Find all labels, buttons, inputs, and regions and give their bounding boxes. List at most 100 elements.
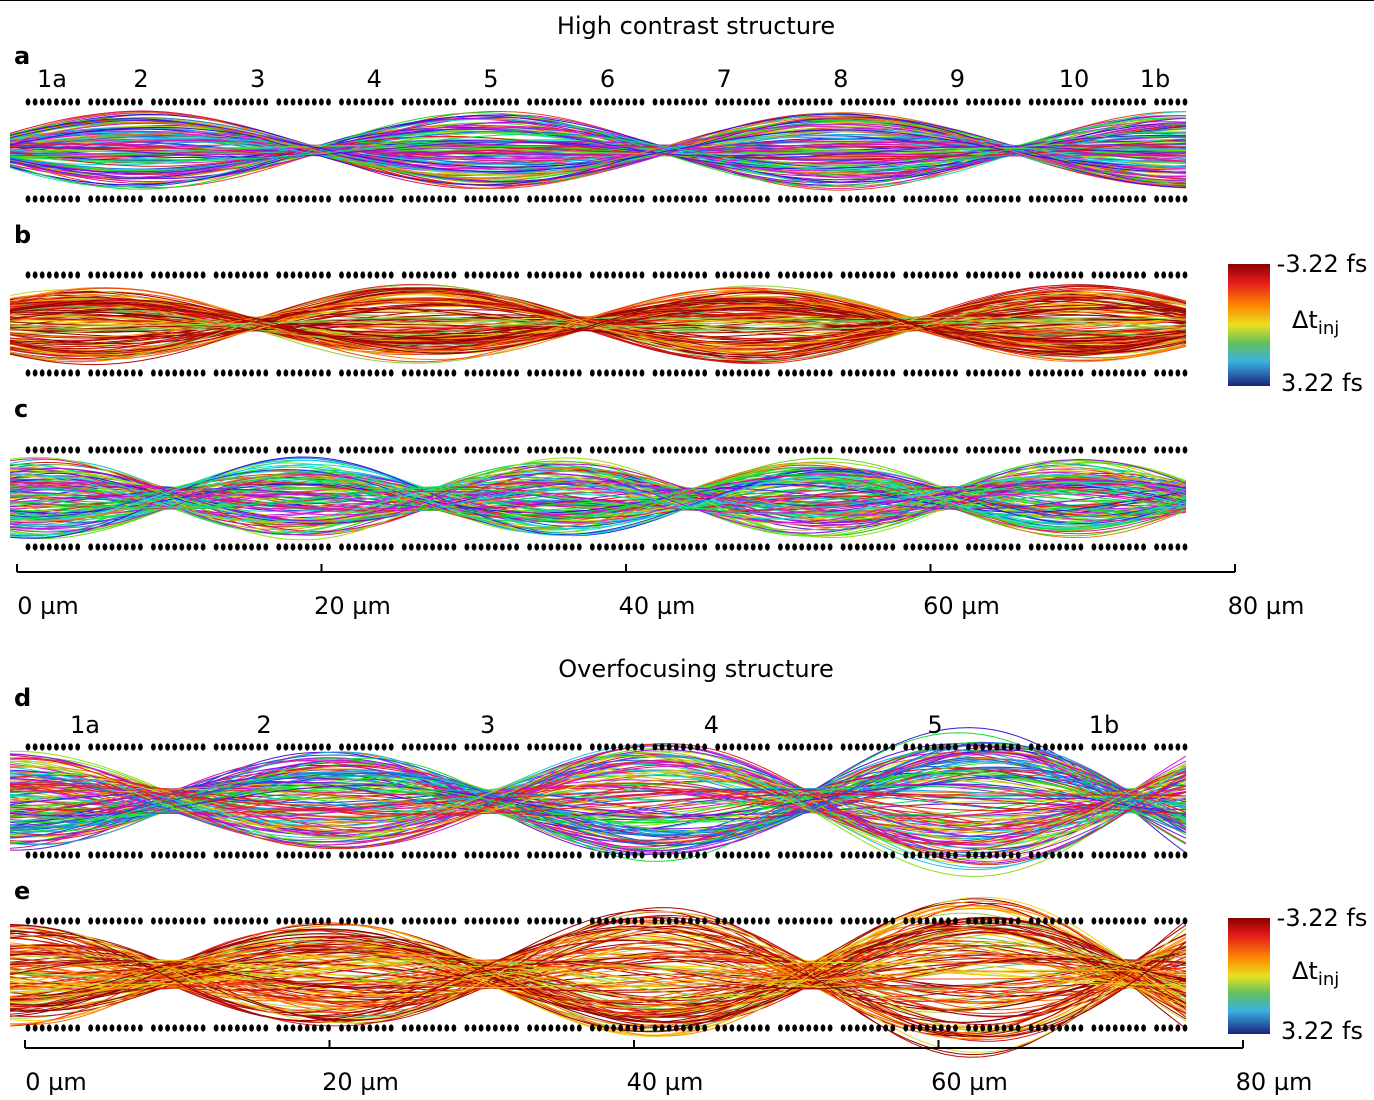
pillar [109, 851, 115, 859]
pillar [1119, 446, 1125, 454]
pillar [193, 743, 199, 751]
pillar [910, 446, 916, 454]
pillar [138, 446, 143, 454]
pillar [987, 271, 993, 279]
pillar [695, 743, 700, 751]
pillar [179, 851, 185, 859]
cell-label: 10 [1059, 65, 1090, 93]
pillar [1035, 195, 1041, 203]
pillar [813, 543, 819, 551]
pillar [423, 743, 428, 751]
pillar [116, 851, 122, 859]
pillar [374, 98, 380, 106]
trajectory [9, 925, 1187, 1038]
pillar [820, 98, 826, 106]
pillar [95, 851, 101, 859]
x-tick-label: 0 µm [17, 592, 79, 620]
pillar [1008, 98, 1014, 106]
pillar [820, 369, 826, 377]
pillar [527, 743, 532, 751]
pillar [847, 195, 853, 203]
pillar [562, 369, 568, 377]
pillar [1035, 543, 1041, 551]
pillar [980, 851, 986, 859]
pillar [840, 195, 846, 203]
pillar [820, 543, 826, 551]
pillar [778, 917, 783, 925]
pillar [263, 271, 269, 279]
pillar [806, 98, 812, 106]
pillar [130, 851, 136, 859]
pillar [625, 851, 631, 859]
pillar [227, 369, 233, 377]
pillar [924, 195, 930, 203]
pillar [186, 195, 192, 203]
pillar [227, 271, 233, 279]
pillar [903, 369, 909, 377]
pillar [799, 446, 805, 454]
pillar [437, 98, 443, 106]
pillar [555, 446, 561, 454]
trajectory [9, 939, 1187, 1015]
pillar [1098, 98, 1104, 106]
pillar [876, 917, 881, 925]
pillar [123, 743, 129, 751]
x-tick-label: 60 µm [923, 592, 1000, 620]
pillar [478, 917, 484, 925]
pillar [1071, 743, 1077, 751]
pillar [527, 195, 532, 203]
pillar [534, 1024, 540, 1032]
pillar [910, 195, 916, 203]
pillar [688, 1024, 693, 1032]
pillar-row [25, 851, 1188, 859]
pillar [869, 271, 874, 279]
pillar [39, 195, 45, 203]
pillar [743, 543, 749, 551]
pillar [743, 195, 749, 203]
pillar [423, 851, 428, 859]
pillar [367, 917, 373, 925]
pillar [688, 195, 693, 203]
pillar [158, 369, 163, 377]
pillar [1098, 1024, 1104, 1032]
pillar [854, 917, 860, 925]
pillar [827, 446, 833, 454]
pillar [722, 446, 728, 454]
pillar [625, 743, 631, 751]
pillar [541, 271, 547, 279]
pillar [980, 743, 986, 751]
pillar [695, 851, 700, 859]
pillar [1071, 851, 1077, 859]
pillar [799, 543, 805, 551]
pillar [1112, 446, 1118, 454]
pillar [213, 271, 219, 279]
pillar [611, 446, 616, 454]
pillar [569, 1024, 575, 1032]
pillar [1127, 543, 1132, 551]
pillar [193, 1024, 199, 1032]
trajectory [9, 469, 1187, 536]
colorbar [1228, 918, 1270, 1034]
pillar [123, 543, 129, 551]
pillar [374, 1024, 380, 1032]
pillar [840, 917, 846, 925]
pillar [813, 446, 819, 454]
pillar [500, 446, 505, 454]
pillar [514, 543, 519, 551]
pillar [388, 543, 394, 551]
pillar [1161, 369, 1167, 377]
pillar [618, 851, 624, 859]
pillar [1057, 271, 1062, 279]
pillar [688, 917, 693, 925]
pillar [1001, 369, 1007, 377]
pillar [847, 98, 853, 106]
pillar [1154, 446, 1159, 454]
pillar [75, 271, 81, 279]
pillar [722, 369, 728, 377]
pillar [625, 98, 631, 106]
pillar [980, 195, 986, 203]
pillar [799, 917, 805, 925]
pillar [715, 369, 721, 377]
pillar [464, 851, 470, 859]
pillar [1091, 446, 1097, 454]
